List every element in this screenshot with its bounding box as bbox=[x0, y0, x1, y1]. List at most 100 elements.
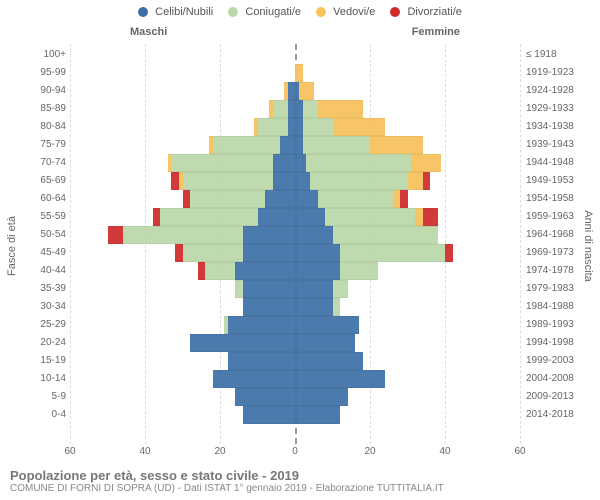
segment-divorziati bbox=[153, 208, 161, 226]
segment-celibi bbox=[265, 190, 295, 208]
segment-coniugati bbox=[306, 154, 411, 172]
segment-celibi bbox=[295, 244, 340, 262]
segment-vedovi bbox=[393, 190, 401, 208]
column-headers: Maschi Femmine bbox=[70, 26, 520, 40]
age-label: 15-19 bbox=[10, 356, 66, 366]
segment-celibi bbox=[295, 172, 310, 190]
age-row bbox=[70, 46, 520, 64]
age-label: 55-59 bbox=[10, 212, 66, 222]
segment-vedovi bbox=[415, 208, 423, 226]
segment-coniugati bbox=[224, 316, 228, 334]
birth-year-label: 1954-1958 bbox=[526, 194, 592, 204]
age-row bbox=[70, 100, 520, 118]
age-row bbox=[70, 352, 520, 370]
age-label: 95-99 bbox=[10, 68, 66, 78]
age-label: 75-79 bbox=[10, 140, 66, 150]
age-row bbox=[70, 280, 520, 298]
segment-divorziati bbox=[400, 190, 408, 208]
segment-vedovi bbox=[284, 82, 288, 100]
segment-coniugati bbox=[205, 262, 235, 280]
age-label: 80-84 bbox=[10, 122, 66, 132]
legend-dot bbox=[138, 7, 148, 17]
segment-celibi bbox=[295, 298, 333, 316]
segment-celibi bbox=[273, 172, 296, 190]
legend-dot bbox=[228, 7, 238, 17]
x-tick-label: 60 bbox=[505, 446, 535, 457]
segment-celibi bbox=[243, 280, 296, 298]
birth-year-label: 2014-2018 bbox=[526, 410, 592, 420]
segment-coniugati bbox=[123, 226, 243, 244]
age-row bbox=[70, 388, 520, 406]
age-label: 50-54 bbox=[10, 230, 66, 240]
segment-celibi bbox=[295, 388, 348, 406]
segment-celibi bbox=[288, 100, 296, 118]
legend-item-celibi: Celibi/Nubili bbox=[138, 6, 213, 18]
gridline bbox=[520, 44, 521, 444]
segment-vedovi bbox=[269, 100, 273, 118]
segment-vedovi bbox=[295, 64, 303, 82]
age-row bbox=[70, 82, 520, 100]
segment-vedovi bbox=[370, 136, 423, 154]
segment-celibi bbox=[295, 352, 363, 370]
segment-coniugati bbox=[190, 190, 265, 208]
segment-coniugati bbox=[333, 298, 341, 316]
age-row bbox=[70, 154, 520, 172]
segment-celibi bbox=[243, 244, 296, 262]
segment-coniugati bbox=[160, 208, 258, 226]
segment-celibi bbox=[295, 406, 340, 424]
segment-celibi bbox=[243, 298, 296, 316]
segment-celibi bbox=[288, 82, 296, 100]
segment-celibi bbox=[243, 226, 296, 244]
birth-year-label: 1949-1953 bbox=[526, 176, 592, 186]
legend-item-divorziati: Divorziati/e bbox=[390, 6, 461, 18]
age-row bbox=[70, 64, 520, 82]
age-label: 70-74 bbox=[10, 158, 66, 168]
segment-celibi bbox=[295, 190, 318, 208]
segment-vedovi bbox=[168, 154, 172, 172]
segment-divorziati bbox=[175, 244, 183, 262]
birth-year-label: 1964-1968 bbox=[526, 230, 592, 240]
segment-coniugati bbox=[183, 172, 273, 190]
age-label: 90-94 bbox=[10, 86, 66, 96]
segment-vedovi bbox=[318, 100, 363, 118]
chart-subtitle: COMUNE DI FORNI DI SOPRA (UD) - Dati IST… bbox=[10, 483, 444, 494]
x-tick-label: 20 bbox=[355, 446, 385, 457]
age-row bbox=[70, 370, 520, 388]
birth-year-label: 1994-1998 bbox=[526, 338, 592, 348]
age-row bbox=[70, 406, 520, 424]
birth-year-label: 1999-2003 bbox=[526, 356, 592, 366]
age-row bbox=[70, 190, 520, 208]
segment-celibi bbox=[258, 208, 296, 226]
segment-celibi bbox=[295, 316, 359, 334]
birth-year-label: 2009-2013 bbox=[526, 392, 592, 402]
segment-celibi bbox=[295, 118, 303, 136]
segment-coniugati bbox=[333, 280, 348, 298]
segment-divorziati bbox=[423, 208, 438, 226]
segment-divorziati bbox=[108, 226, 123, 244]
segment-coniugati bbox=[171, 154, 272, 172]
segment-vedovi bbox=[179, 172, 183, 190]
segment-divorziati bbox=[445, 244, 453, 262]
age-label: 100+ bbox=[10, 50, 66, 60]
segment-celibi bbox=[280, 136, 295, 154]
segment-vedovi bbox=[408, 172, 423, 190]
segment-coniugati bbox=[213, 136, 281, 154]
segment-celibi bbox=[190, 334, 295, 352]
segment-coniugati bbox=[303, 136, 371, 154]
segment-divorziati bbox=[423, 172, 431, 190]
age-row bbox=[70, 118, 520, 136]
segment-celibi bbox=[235, 388, 295, 406]
birth-year-label: 1924-1928 bbox=[526, 86, 592, 96]
x-tick-label: 60 bbox=[55, 446, 85, 457]
segment-coniugati bbox=[325, 208, 415, 226]
legend-label: Divorziati/e bbox=[407, 6, 461, 18]
x-tick-label: 40 bbox=[130, 446, 160, 457]
birth-year-label: 1984-1988 bbox=[526, 302, 592, 312]
segment-celibi bbox=[295, 136, 303, 154]
x-tick-label: 20 bbox=[205, 446, 235, 457]
birth-year-label: 1969-1973 bbox=[526, 248, 592, 258]
segment-vedovi bbox=[254, 118, 258, 136]
legend-item-coniugati: Coniugati/e bbox=[228, 6, 301, 18]
age-label: 30-34 bbox=[10, 302, 66, 312]
chart-title: Popolazione per età, sesso e stato civil… bbox=[10, 468, 444, 483]
